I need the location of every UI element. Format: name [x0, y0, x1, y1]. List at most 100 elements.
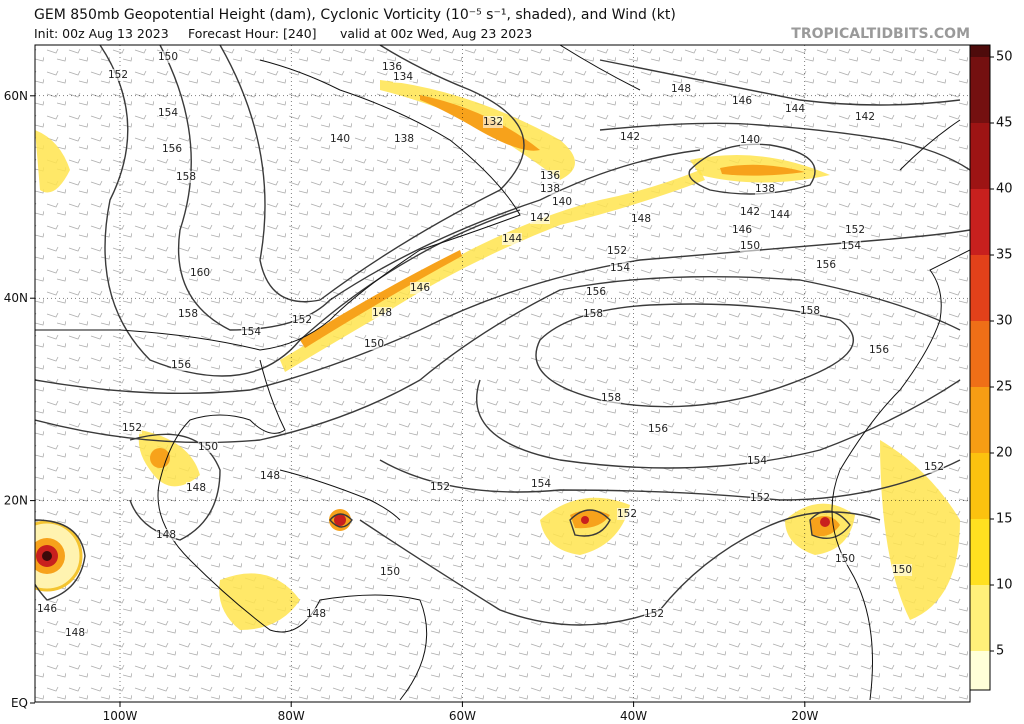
contour-label-bg [617, 508, 637, 520]
contour-label-bg [740, 206, 760, 218]
contour-label-bg [583, 308, 603, 320]
contour-label-bg [382, 61, 402, 73]
contour-label-bg [260, 470, 280, 482]
colorbar-label: 20 [996, 446, 1013, 461]
colorbar-segment [970, 651, 990, 690]
contour-label: 144 [502, 233, 522, 245]
contour-label: 158 [176, 171, 196, 183]
colorbar-label: 10 [996, 578, 1013, 593]
contour-label: 156 [869, 344, 889, 356]
contour-label: 156 [171, 359, 191, 371]
contour-label-bg [540, 170, 560, 182]
contour-label-bg [186, 482, 206, 494]
contour-label-bg [750, 492, 770, 504]
contour-label-bg [364, 338, 384, 350]
contour-label-bg [552, 196, 572, 208]
contour-label-bg [393, 71, 413, 83]
contour-label: 160 [190, 267, 210, 279]
contour-label: 158 [601, 392, 621, 404]
contour-label-bg [845, 224, 865, 236]
contour-label: 152 [644, 608, 664, 620]
contour-label-bg [800, 305, 820, 317]
contour-label: 148 [306, 608, 326, 620]
contour-label: 140 [552, 196, 572, 208]
colorbar-label: 15 [996, 512, 1013, 527]
contour-label-bg [631, 213, 651, 225]
latitude-label: 20N [4, 494, 28, 508]
longitude-label: 80W [278, 709, 305, 723]
contour-label: 152 [607, 245, 627, 257]
contour-label-bg [158, 51, 178, 63]
contour-label: 150 [198, 441, 218, 453]
contour-label: 152 [924, 461, 944, 473]
contour-label: 148 [260, 470, 280, 482]
colorbar-label: 5 [996, 644, 1004, 659]
contour-label-bg [178, 308, 198, 320]
contour-label: 152 [750, 492, 770, 504]
contour-label-bg [483, 116, 503, 128]
contour-label-bg [841, 240, 861, 252]
contour-label: 154 [841, 240, 861, 252]
contour-label-bg [648, 423, 668, 435]
longitude-label: 20W [791, 709, 818, 723]
colorbar-label: 40 [996, 182, 1013, 197]
contour-label: 136 [382, 61, 402, 73]
contour-label-bg [530, 212, 550, 224]
colorbar-label: 35 [996, 248, 1013, 263]
contour-label-bg [531, 478, 551, 490]
contour-label: 156 [816, 259, 836, 271]
colorbar-segment [970, 45, 990, 57]
contour-label-bg [740, 240, 760, 252]
contour-label-bg [620, 131, 640, 143]
contour-label-bg [306, 608, 326, 620]
contour-label-bg [122, 422, 142, 434]
contour-label-bg [37, 603, 57, 615]
latitude-label: EQ [11, 696, 28, 710]
contour-label-bg [380, 566, 400, 578]
colorbar-label: 30 [996, 314, 1013, 329]
contour-label: 154 [158, 107, 178, 119]
contour-label-bg [644, 608, 664, 620]
contour-label: 152 [845, 224, 865, 236]
colorbar-segment [970, 57, 990, 123]
init-time: Init: 00z Aug 13 2023 [34, 26, 169, 41]
contour-label-bg [924, 461, 944, 473]
graticule [35, 45, 970, 702]
longitude-label: 40W [620, 709, 647, 723]
contour-label-bg [190, 267, 210, 279]
contour-label: 148 [186, 482, 206, 494]
colorbar-label: 50 [996, 50, 1013, 65]
colorbar-segment [970, 123, 990, 189]
contour-label-bg [65, 627, 85, 639]
contour-label-bg [108, 69, 128, 81]
contour-label-bg [610, 262, 630, 274]
colorbar-frame [969, 44, 991, 691]
contour-label: 140 [330, 133, 350, 145]
contour-label: 138 [755, 183, 775, 195]
contour-label: 146 [732, 95, 752, 107]
contour-label: 142 [855, 111, 875, 123]
contour-label-bg [835, 553, 855, 565]
contour-label: 150 [892, 564, 912, 576]
contour-label-bg [732, 224, 752, 236]
site-name: TROPICALTIDBITS.COM [791, 26, 970, 42]
contour-label: 146 [732, 224, 752, 236]
contour-label-bg [892, 564, 912, 576]
contour-label-bg [601, 392, 621, 404]
contour-label: 152 [617, 508, 637, 520]
contour-label-bg [869, 344, 889, 356]
latitude-label: 60N [4, 89, 28, 103]
contour-label: 138 [394, 133, 414, 145]
title: GEM 850mb Geopotential Height (dam), Cyc… [34, 7, 676, 23]
contour-label-bg [176, 171, 196, 183]
contour-label: 152 [108, 69, 128, 81]
contour-label-bg [607, 245, 627, 257]
contour-label: 154 [531, 478, 551, 490]
contour-label-bg [816, 259, 836, 271]
colorbar: 5 10 15 20 25 30 35 40 45 50 [969, 44, 1013, 691]
coastlines [35, 45, 970, 701]
longitude-label: 60W [449, 709, 476, 723]
contour-labels: 1521501541561581601581541521561361341321… [37, 51, 944, 639]
contour-label: 158 [583, 308, 603, 320]
